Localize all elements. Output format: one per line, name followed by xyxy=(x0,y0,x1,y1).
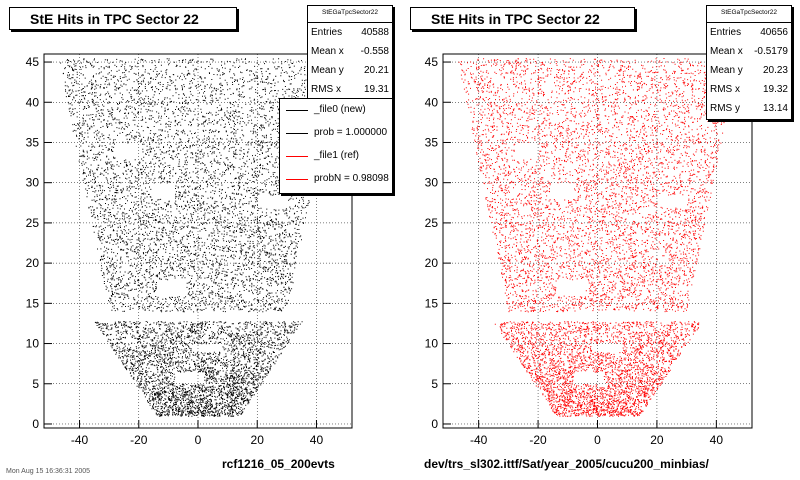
left-y-tick-label: 20 xyxy=(26,256,40,270)
left-y-tick-label: 40 xyxy=(26,95,40,109)
right-plot-title: StE Hits in TPC Sector 22 xyxy=(410,7,635,30)
right-footer-label: dev/trs_sl302.ittf/Sat/year_2005/cucu200… xyxy=(424,457,709,471)
left-x-tick-label: -40 xyxy=(71,433,89,447)
right-stats-mean-y: Mean y 20.23 xyxy=(710,65,788,76)
left-stats-box: StEGaTpcSector22 Entries 40588 Mean x -0.5… xyxy=(307,5,393,100)
right-y-tick-label: 30 xyxy=(425,176,439,190)
right-stats-entries: Entries 40656 xyxy=(710,27,788,38)
right-x-tick-label: 40 xyxy=(710,433,724,447)
right-y-tick-label: 15 xyxy=(425,296,439,310)
right-y-tick-label: 20 xyxy=(425,256,439,270)
left-x-tick-label: -20 xyxy=(130,433,148,447)
left-stats-rms-x: RMS x 19.31 xyxy=(311,84,389,95)
left-stats-mean-x: Mean x -0.558 xyxy=(311,46,389,57)
left-x-tick-label: 40 xyxy=(310,433,324,447)
corner-note: Mon Aug 15 16:36:31 2005 xyxy=(6,468,91,475)
left-plot-title: StE Hits in TPC Sector 22 xyxy=(9,7,237,30)
right-y-tick-label: 5 xyxy=(431,377,438,391)
right-stats-name: StEGaTpcSector22 xyxy=(707,6,791,23)
left-y-tick-label: 25 xyxy=(26,216,40,230)
left-y-tick-label: 0 xyxy=(32,417,39,431)
left-y-tick-label: 35 xyxy=(26,135,40,149)
legend-box: _file0 (new) prob = 1.000000 _file1 (ref… xyxy=(279,98,393,194)
left-y-tick-label: 45 xyxy=(26,55,40,69)
legend-item-file1: _file1 (ref) xyxy=(280,145,392,168)
right-stats-mean-x: Mean x -0.5179 xyxy=(710,46,788,57)
legend-item-prob: prob = 1.000000 xyxy=(280,122,392,145)
left-y-tick-label: 5 xyxy=(32,377,39,391)
right-y-tick-label: 10 xyxy=(425,337,439,351)
right-stats-rms-y: RMS y 13.14 xyxy=(710,103,788,114)
right-y-tick-label: 45 xyxy=(425,55,439,69)
right-stats-box: StEGaTpcSector22 Entries 40656 Mean x -0.5… xyxy=(706,5,792,120)
right-y-tick-label: 35 xyxy=(425,135,439,149)
left-stats-entries: Entries 40588 xyxy=(311,27,389,38)
left-footer-label: rcf1216_05_200evts xyxy=(222,457,335,471)
right-y-tick-label: 25 xyxy=(425,216,439,230)
right-stats-rms-x: RMS x 19.32 xyxy=(710,84,788,95)
legend-item-probn: probN = 0.98098 xyxy=(280,168,392,191)
right-y-tick-label: 40 xyxy=(425,95,439,109)
left-stats-name: StEGaTpcSector22 xyxy=(308,6,392,23)
legend-item-file0: _file0 (new) xyxy=(280,99,392,122)
right-x-tick-label: -20 xyxy=(529,433,547,447)
left-x-tick-label: 0 xyxy=(195,433,202,447)
right-x-tick-label: 20 xyxy=(650,433,664,447)
left-x-tick-label: 20 xyxy=(251,433,265,447)
left-scatter-points xyxy=(60,58,338,417)
left-stats-mean-y: Mean y 20.21 xyxy=(311,65,389,76)
right-scatter-points xyxy=(458,58,737,417)
right-x-tick-label: 0 xyxy=(594,433,601,447)
left-y-tick-label: 30 xyxy=(26,176,40,190)
right-x-tick-label: -40 xyxy=(470,433,488,447)
left-y-tick-label: 15 xyxy=(26,296,40,310)
right-y-tick-label: 0 xyxy=(431,417,438,431)
left-y-tick-label: 10 xyxy=(26,337,40,351)
